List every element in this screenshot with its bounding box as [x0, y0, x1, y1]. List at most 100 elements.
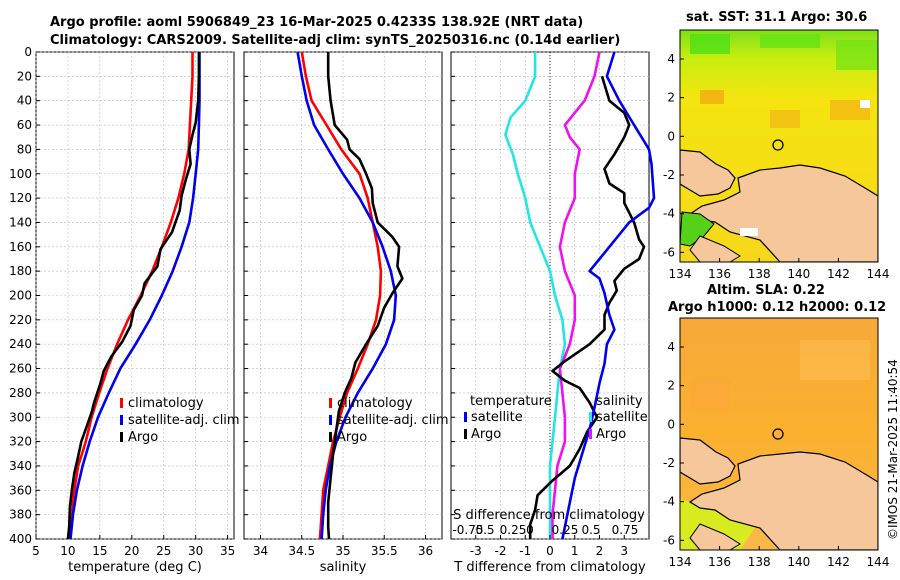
x-tick-label: 35 — [335, 544, 350, 558]
x-tick-label: 25 — [156, 544, 171, 558]
y-tick-label: 120 — [9, 191, 32, 205]
y-tick-label: 320 — [9, 435, 32, 449]
y-tick-label: 100 — [9, 167, 32, 181]
sla-map-title: Altim. SLA: 0.22 — [707, 283, 825, 298]
legend-swatch — [329, 415, 332, 425]
series-line-satellite-adj-clim — [69, 52, 201, 540]
map-y-tick-label: -2 — [663, 168, 675, 182]
y-tick-label: 220 — [9, 313, 32, 327]
series-line-salinity-satellite-diff — [551, 51, 601, 539]
map-y-tick-label: -4 — [663, 207, 675, 221]
map-x-tick-label: 134 — [669, 267, 692, 281]
sst-map-title: sat. SST: 31.1 Argo: 30.6 — [686, 10, 868, 25]
series-line-argo — [326, 52, 404, 540]
map-y-tick-label: 4 — [667, 52, 675, 66]
figure-title-line2: Climatology: CARS2009. Satellite-adj cli… — [50, 33, 621, 48]
x-tick-label: 36 — [418, 544, 433, 558]
legend-label: satellite — [596, 410, 648, 425]
map-y-tick-label: -4 — [663, 495, 675, 509]
x-axis-label: salinity — [320, 560, 367, 575]
legend-label: satellite — [471, 410, 523, 425]
secondary-tick-label: 0 — [526, 523, 534, 537]
legend-swatch — [589, 429, 592, 439]
x-tick-label: 34 — [253, 544, 268, 558]
map-x-tick-label: 142 — [827, 555, 850, 569]
map-x-tick-label: 134 — [669, 555, 692, 569]
legend-swatch — [120, 398, 123, 408]
new-guinea-land-sla — [688, 451, 878, 550]
series-line-salinity-argo-diff — [561, 51, 656, 540]
map-y-tick-label: -2 — [663, 456, 675, 470]
x-tick-label: 30 — [188, 544, 203, 558]
legend-label: Argo — [128, 430, 158, 445]
map-x-tick-label: 140 — [787, 267, 810, 281]
sla-map — [679, 317, 879, 551]
map-y-tick-label: -6 — [663, 533, 675, 547]
map-y-tick-label: 0 — [667, 417, 675, 431]
legend-swatch — [120, 432, 123, 442]
legend-swatch — [589, 412, 592, 422]
secondary-tick-label: 0.25 — [500, 523, 527, 537]
legend-swatch — [329, 432, 332, 442]
sst-map — [679, 29, 879, 263]
legend-label: climatology — [337, 396, 413, 411]
argo-height-title: Argo h1000: 0.12 h2000: 0.12 — [668, 300, 887, 315]
y-tick-label: 60 — [17, 118, 32, 132]
map-x-tick-label: 140 — [787, 555, 810, 569]
x-axis-label: temperature (deg C) — [68, 560, 202, 575]
legend-label: satellite-adj. clim — [337, 413, 449, 428]
map-y-tick-label: 2 — [667, 91, 675, 105]
x-tick-label: 34.5 — [288, 544, 315, 558]
new-guinea-land — [688, 164, 878, 262]
cape-land — [680, 149, 736, 197]
x-tick-label: 10 — [60, 544, 75, 558]
legend-swatch — [329, 398, 332, 408]
secondary-tick-label: 0.25 — [552, 523, 579, 537]
y-tick-label: 80 — [17, 142, 32, 156]
legend-heading-temperature: temperature — [470, 394, 552, 409]
y-tick-label: 340 — [9, 459, 32, 473]
x-tick-label: -1 — [519, 544, 531, 558]
y-tick-label: 40 — [17, 94, 32, 108]
legend-label: satellite-adj. clim — [128, 413, 240, 428]
y-tick-label: 360 — [9, 483, 32, 497]
x-tick-label: 35 — [220, 544, 235, 558]
y-tick-label: 380 — [9, 508, 32, 522]
y-tick-label: 20 — [17, 69, 32, 83]
y-tick-label: 200 — [9, 289, 32, 303]
map-x-tick-label: 142 — [827, 267, 850, 281]
x-tick-label: -3 — [470, 544, 482, 558]
argo-position-marker-sst — [772, 139, 784, 151]
legend-swatch — [464, 429, 467, 439]
map-x-tick-label: 144 — [867, 555, 890, 569]
series-line-climatology — [300, 51, 383, 540]
island-land — [680, 211, 715, 247]
y-tick-label: 140 — [9, 215, 32, 229]
y-tick-label: 160 — [9, 240, 32, 254]
legend-swatch — [464, 412, 467, 422]
map-x-tick-label: 136 — [708, 267, 731, 281]
series-line-temperature-argo-diff — [528, 75, 646, 539]
map-y-tick-label: -6 — [663, 245, 675, 259]
y-tick-label: 400 — [9, 532, 32, 546]
map-x-tick-label: 138 — [748, 267, 771, 281]
x-tick-label: 3 — [620, 544, 628, 558]
series-line-argo — [66, 52, 201, 540]
series-line-temperature-satellite-diff — [504, 52, 567, 539]
map-y-tick-label: 4 — [667, 340, 675, 354]
figure-title-line1: Argo profile: aoml 5906849_23 16-Mar-202… — [50, 15, 584, 30]
y-tick-label: 0 — [24, 45, 32, 59]
legend-heading-salinity: salinity — [596, 394, 643, 409]
legend-label: climatology — [128, 396, 204, 411]
x-tick-label: 15 — [92, 544, 107, 558]
map-y-tick-label: 2 — [667, 379, 675, 393]
y-tick-label: 280 — [9, 386, 32, 400]
x-tick-label: 20 — [124, 544, 139, 558]
y-tick-label: 240 — [9, 337, 32, 351]
x-axis-label: T difference from climatology — [453, 560, 646, 575]
x-tick-label: 5 — [32, 544, 40, 558]
legend-label: Argo — [596, 427, 626, 442]
y-tick-label: 260 — [9, 362, 32, 376]
x-tick-label: 35.5 — [371, 544, 398, 558]
